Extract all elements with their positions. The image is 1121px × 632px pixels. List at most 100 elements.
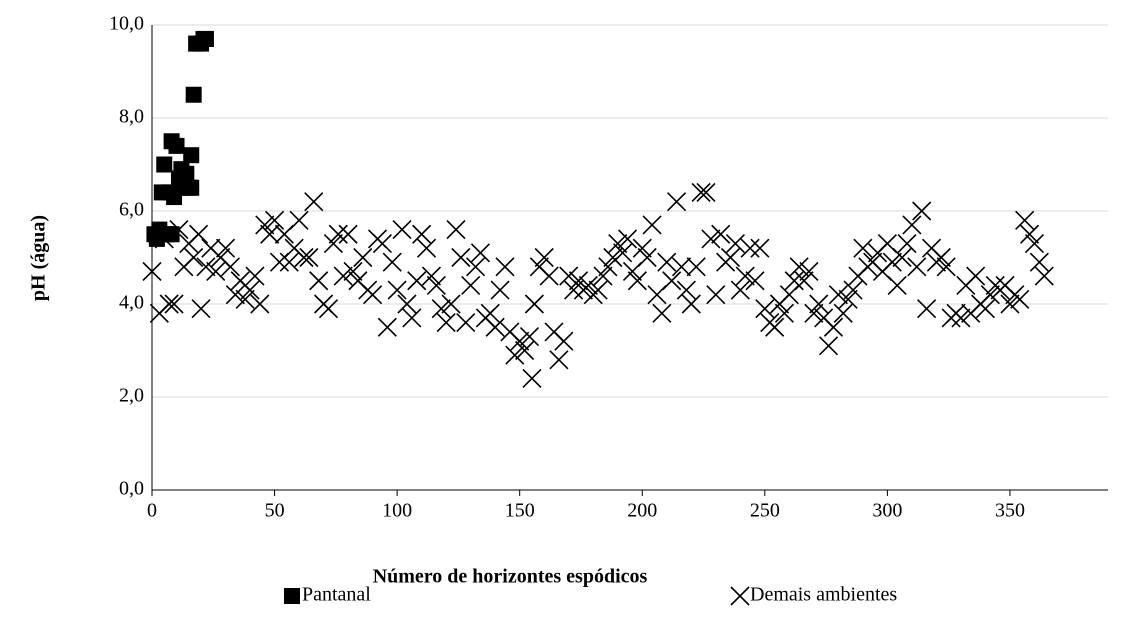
point [382, 252, 402, 272]
point [887, 275, 907, 295]
point [178, 165, 195, 182]
point [363, 285, 383, 305]
point [897, 233, 917, 254]
point [681, 294, 701, 314]
point [215, 238, 236, 258]
x-tick-label: 200 [627, 500, 657, 522]
point [220, 257, 241, 277]
point [142, 261, 162, 282]
x-axis-title: Número de horizontes espódicos [373, 566, 648, 588]
point [510, 331, 530, 351]
point [397, 294, 417, 314]
y-axis-title: pH (água) [28, 215, 50, 301]
point [853, 238, 873, 258]
point [470, 243, 491, 263]
point [1034, 266, 1054, 286]
point [377, 317, 397, 337]
x-tick-label: 0 [147, 500, 157, 522]
point [588, 280, 608, 300]
point [701, 229, 721, 249]
point [183, 179, 200, 196]
point [461, 275, 481, 295]
point [892, 247, 912, 268]
point [436, 313, 456, 333]
point [907, 257, 927, 277]
point [617, 229, 638, 249]
point [490, 280, 510, 300]
point [799, 261, 819, 282]
point [667, 192, 687, 212]
point [169, 220, 189, 240]
point [264, 210, 285, 230]
point [189, 224, 209, 244]
point [1015, 210, 1035, 230]
point [466, 257, 486, 277]
point [720, 247, 741, 268]
point [412, 224, 432, 244]
point [735, 266, 755, 286]
point [304, 192, 324, 212]
point [451, 247, 471, 268]
legend-marker [730, 586, 750, 606]
point [637, 247, 657, 268]
point [725, 233, 745, 254]
point [936, 257, 956, 277]
point [534, 247, 554, 268]
point [524, 294, 544, 314]
point [196, 257, 216, 277]
point [627, 271, 647, 291]
point [843, 280, 863, 300]
point [235, 289, 255, 309]
x-tick-label: 50 [265, 500, 285, 522]
point [608, 233, 628, 254]
point [613, 243, 633, 263]
point [289, 210, 309, 230]
x-tick-label: 350 [995, 500, 1025, 522]
point [706, 285, 726, 305]
point [686, 257, 706, 277]
y-tick-label: 10,0 [109, 13, 144, 35]
point [154, 229, 174, 249]
point [882, 252, 902, 272]
point [912, 201, 932, 221]
point [794, 271, 814, 291]
point [309, 271, 329, 291]
point [185, 86, 202, 103]
point [338, 224, 358, 244]
point [456, 313, 476, 333]
point [774, 303, 794, 323]
point [784, 271, 804, 291]
point [676, 280, 696, 300]
point [549, 350, 569, 370]
point [343, 261, 363, 282]
point [765, 317, 785, 337]
point [823, 317, 844, 337]
point [446, 220, 466, 240]
point [260, 224, 280, 244]
point [206, 261, 226, 282]
point [554, 331, 574, 351]
point [294, 247, 314, 268]
point [730, 280, 750, 300]
point [197, 30, 214, 47]
point [696, 182, 716, 202]
point [1000, 294, 1020, 314]
point [392, 220, 412, 240]
y-tick-label: 6,0 [119, 199, 144, 221]
point [168, 137, 185, 154]
point [833, 303, 853, 323]
point [245, 266, 265, 286]
point [809, 294, 829, 314]
point [279, 252, 299, 272]
point [750, 238, 770, 258]
point [662, 271, 682, 291]
point [1019, 224, 1040, 244]
point [740, 238, 760, 258]
point [755, 299, 775, 319]
point [299, 247, 319, 268]
point [318, 299, 339, 319]
point [539, 266, 559, 286]
point [323, 233, 343, 254]
point [789, 257, 809, 277]
x-tick-label: 100 [382, 500, 412, 522]
